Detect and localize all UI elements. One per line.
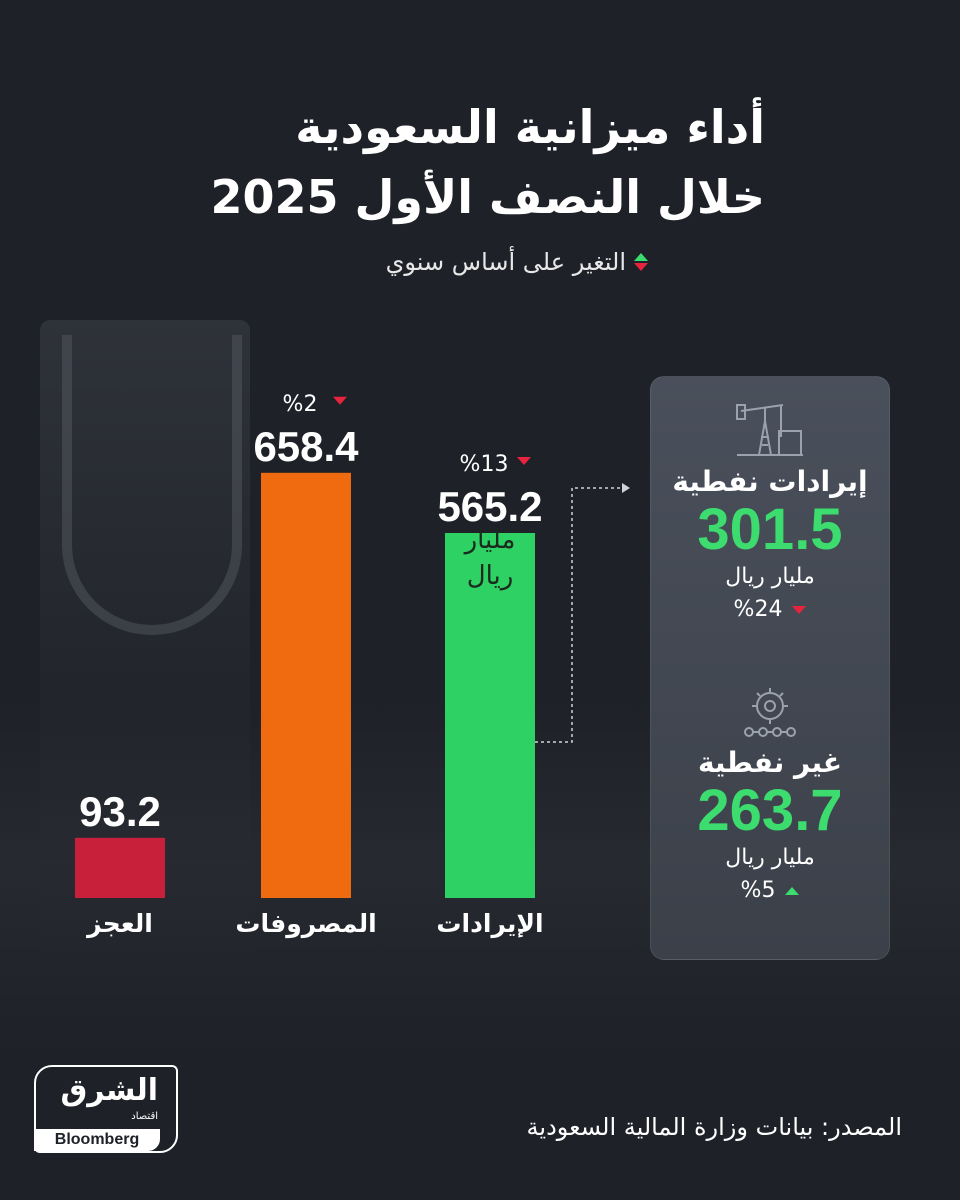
non-oil-revenue-unit: مليار ريال bbox=[725, 845, 815, 870]
non-oil-revenue-value: 263.7 bbox=[697, 778, 843, 843]
connector-arrowhead-icon bbox=[622, 483, 630, 493]
bar-unit-line-2: ريال bbox=[467, 561, 514, 591]
bar-unit-line-1: مليار bbox=[463, 525, 516, 555]
title-line-2: خلال النصف الأول 2025 bbox=[210, 170, 765, 224]
bar-2 bbox=[445, 532, 535, 898]
source-note: المصدر: بيانات وزارة المالية السعودية bbox=[526, 1113, 902, 1141]
page-title: أداء ميزانية السعودية خلال النصف الأول 2… bbox=[65, 92, 765, 232]
down-arrow-icon bbox=[792, 605, 807, 614]
category-label-0: العجز bbox=[85, 909, 153, 939]
category-label-1: المصروفات bbox=[235, 909, 376, 939]
up-down-arrows-icon bbox=[634, 253, 648, 271]
non-oil-revenue-section: غير نفطية 263.7 مليار ريال %5 bbox=[651, 682, 889, 903]
bloomberg-logo: Bloomberg bbox=[34, 1129, 160, 1151]
bar-change-label-1: %2 bbox=[283, 392, 318, 417]
bar-0 bbox=[75, 837, 165, 898]
asharq-logo: الشرق اقتصاد مع bbox=[34, 1065, 178, 1153]
logo-main-text: الشرق bbox=[60, 1073, 158, 1108]
oil-revenue-title: إيرادات نفطية bbox=[672, 465, 868, 498]
connector-line bbox=[535, 487, 622, 743]
oil-revenue-section: إيرادات نفطية 301.5 مليار ريال %24 bbox=[651, 397, 889, 622]
oil-revenue-unit: مليار ريال bbox=[725, 564, 815, 589]
category-label-2: الإيرادات bbox=[436, 909, 543, 939]
oil-revenue-value: 301.5 bbox=[697, 497, 843, 562]
oil-pump-icon bbox=[736, 404, 803, 456]
oil-revenue-change: %24 bbox=[651, 597, 889, 622]
revenue-breakdown-panel: إيرادات نفطية 301.5 مليار ريال %24 bbox=[650, 376, 890, 960]
bar-change-arrow-icon-2 bbox=[517, 456, 531, 465]
non-oil-revenue-change: %5 bbox=[651, 878, 889, 903]
bar-change-arrow-icon-1 bbox=[333, 396, 347, 405]
title-line-1: أداء ميزانية السعودية bbox=[295, 100, 765, 154]
gear-network-icon bbox=[744, 688, 796, 737]
background-tower-arch bbox=[62, 335, 242, 635]
bar-1 bbox=[261, 472, 351, 898]
subtitle: التغير على أساس سنوي bbox=[386, 248, 648, 276]
non-oil-change-text: %5 bbox=[740, 878, 776, 903]
subtitle-text: التغير على أساس سنوي bbox=[385, 248, 626, 276]
logo-sub-text: اقتصاد bbox=[131, 1111, 158, 1122]
bar-value-label-1: 658.4 bbox=[253, 423, 359, 470]
bar-change-label-2: %13 bbox=[460, 452, 509, 477]
non-oil-revenue-title: غير نفطية bbox=[697, 746, 843, 779]
up-arrow-icon bbox=[785, 886, 800, 895]
bar-value-label-0: 93.2 bbox=[79, 788, 161, 835]
oil-change-text: %24 bbox=[733, 597, 783, 622]
bar-value-label-2: 565.2 bbox=[437, 483, 542, 530]
